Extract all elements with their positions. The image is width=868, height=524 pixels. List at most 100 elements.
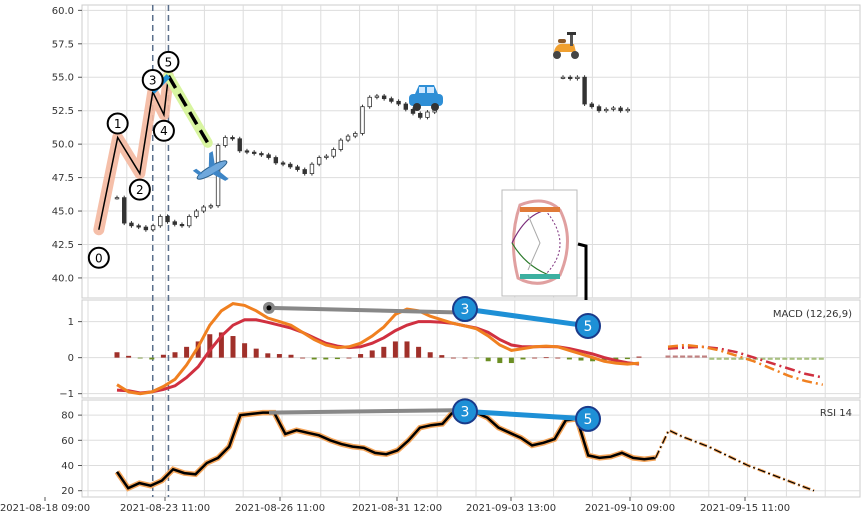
wave-label: 2	[136, 183, 144, 197]
rsi-connector	[464, 408, 589, 422]
macd-hist-bar-projected	[796, 357, 802, 360]
candle-body	[251, 151, 257, 154]
macd-hist-bar-projected	[804, 357, 810, 360]
wave-label-circle	[152, 119, 175, 142]
x-tick-label: 2021-09-15 11:00	[700, 503, 790, 514]
candle-body	[403, 103, 408, 110]
candle-body	[410, 108, 416, 114]
macd-hist-bar	[276, 354, 282, 358]
candle-body	[425, 111, 430, 118]
candle-body	[575, 76, 580, 79]
candle-body	[582, 76, 587, 105]
macd-hist-bar-projected	[738, 357, 744, 360]
candle-body	[136, 225, 141, 228]
candle-body	[381, 95, 387, 100]
macd-hist-bar	[160, 354, 166, 358]
rsi-badge-circle	[575, 405, 601, 432]
x-tick-label: 2021-08-31 12:00	[352, 503, 442, 514]
panel-frame-price	[81, 4, 861, 299]
candle-body	[338, 139, 344, 150]
macd-hist-bar	[439, 355, 445, 358]
x-tick-label: 2021-08-26 11:00	[235, 503, 325, 514]
candle-body	[122, 197, 127, 224]
rsi-badge-label: 5	[584, 412, 593, 428]
candle-body	[604, 108, 609, 112]
macd-hist-bar	[311, 357, 317, 360]
macd-hist-bar	[590, 357, 596, 362]
macd-hist-bar	[485, 357, 491, 362]
wave-label: 0	[95, 251, 103, 265]
candle-body	[129, 222, 134, 227]
macd-hist-bar-projected	[818, 357, 824, 360]
y-tick-label: 57.5	[52, 39, 74, 50]
macd-hist-bar	[381, 346, 387, 358]
y-tick-label: 47.5	[52, 173, 74, 184]
macd-hist-bar	[265, 353, 271, 358]
candle-body	[194, 210, 199, 217]
macd-hist-bar	[392, 341, 398, 358]
macd-hist-bar	[184, 346, 190, 358]
candle-body	[367, 96, 372, 108]
macd-hist-bar	[543, 357, 549, 359]
macd-hist-bar-projected	[731, 357, 737, 360]
candle-body	[266, 154, 271, 158]
candle-body	[302, 169, 307, 174]
zigzag-line	[98, 75, 170, 230]
y-tick-label: 55.0	[52, 73, 74, 84]
candle-body	[418, 112, 423, 118]
y-tick-label: 60.0	[52, 6, 74, 17]
candle-body	[596, 106, 602, 112]
macd-hist-bar	[404, 341, 410, 358]
y-tick-label: 40	[61, 461, 74, 472]
macd-hist-bar-projected	[680, 355, 686, 358]
macd-hist-bar	[346, 357, 352, 359]
macd-projection	[667, 343, 824, 386]
candle-body	[374, 95, 380, 98]
y-tick-label: 42.5	[52, 240, 74, 251]
candle-body	[396, 100, 401, 105]
candle-body	[179, 224, 185, 227]
candle-body	[625, 108, 630, 112]
y-tick-label: 45.0	[52, 207, 74, 218]
macd-hist-bar-projected	[760, 357, 766, 360]
candle-body	[230, 137, 235, 140]
inset-link	[577, 242, 588, 300]
macd-hist-bar-projected	[672, 355, 678, 358]
rsi-gray-link	[268, 408, 466, 415]
macd-hist-bar	[218, 332, 224, 358]
x-tick-label: 2021-09-03 13:00	[466, 503, 556, 514]
macd-hist-bar	[532, 357, 538, 359]
candle-body	[360, 106, 365, 134]
candle-body	[158, 215, 163, 227]
macd-hist-bar	[450, 357, 456, 359]
macd-hist-bar	[207, 334, 213, 358]
macd-hist-bar	[601, 357, 607, 362]
macd-hist-bar	[137, 357, 143, 359]
macd-badge-circle	[452, 296, 478, 323]
macd-hist-bar	[520, 357, 526, 360]
candle-body	[309, 163, 315, 174]
macd-badge-circle	[575, 312, 601, 339]
macd-hist-bar-projected	[694, 355, 700, 358]
rsi-projection	[655, 429, 815, 492]
macd-hist-bar-projected	[767, 357, 773, 360]
candle-body	[353, 133, 358, 137]
macd-hist-bar-projected	[782, 357, 788, 360]
candle-body	[389, 98, 394, 102]
macd-hist-bar	[416, 346, 422, 358]
wave-label-circle	[157, 50, 180, 73]
macd-hist-bar-projected	[665, 355, 671, 358]
candle-body	[568, 76, 573, 79]
candle-body	[280, 162, 286, 165]
wave-label: 3	[149, 73, 157, 87]
macd-hist-bar	[149, 357, 155, 360]
macd-hist-bar-projected	[775, 357, 780, 360]
candle-body	[237, 138, 242, 152]
candle-body	[201, 206, 206, 212]
y-tick-label: 0	[68, 353, 74, 364]
candle-body	[186, 215, 192, 227]
candle-body	[143, 226, 149, 231]
macd-hist-bar	[427, 352, 433, 358]
y-tick-label: 60	[61, 436, 74, 447]
